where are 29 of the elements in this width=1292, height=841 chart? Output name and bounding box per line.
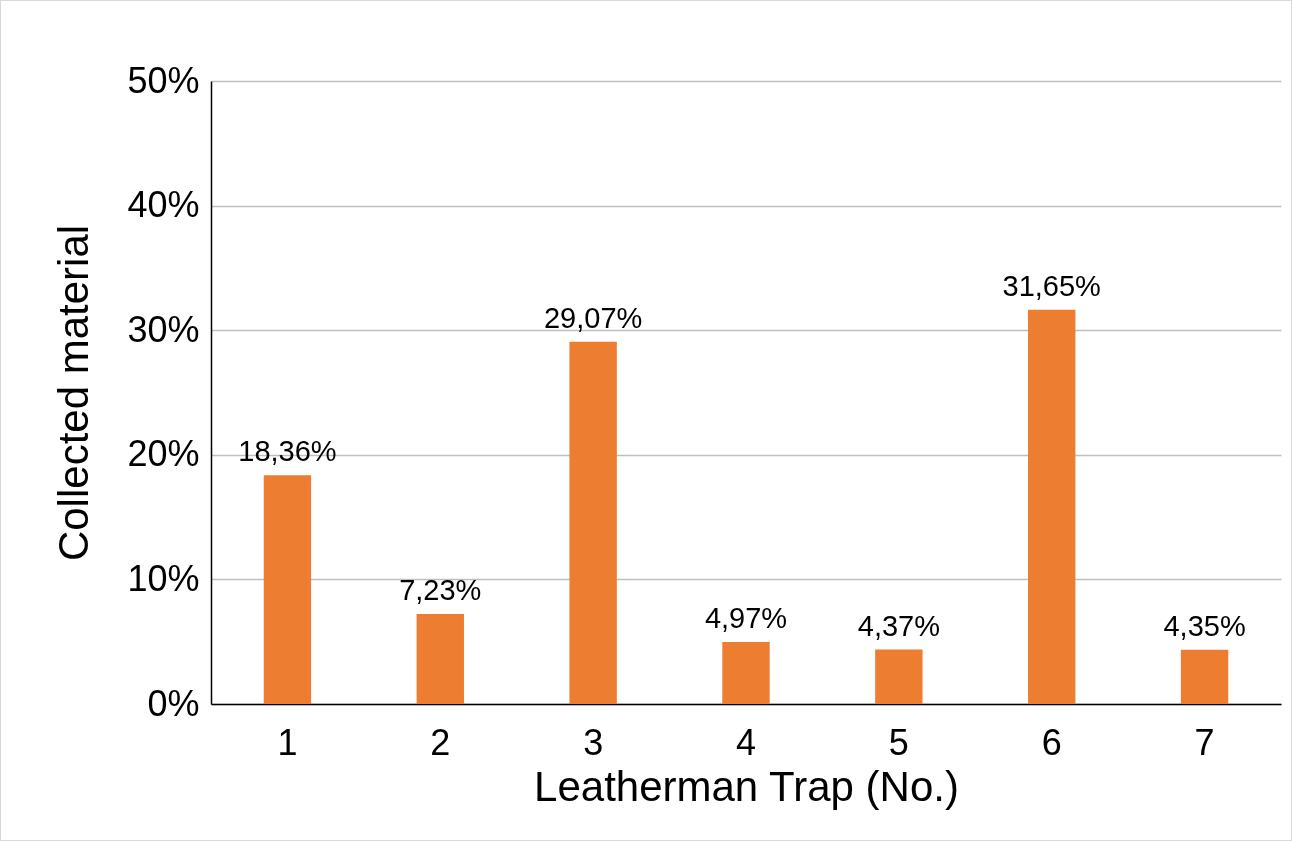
- bar: [1028, 309, 1076, 704]
- data-label: 4,35%: [1163, 609, 1246, 642]
- bar: [263, 475, 312, 704]
- x-tick-label: 7: [1194, 721, 1215, 763]
- data-label: 18,36%: [238, 435, 337, 468]
- x-tick-label: 6: [1041, 721, 1062, 763]
- y-axis-title: Collected material: [50, 224, 98, 562]
- y-tick-label: 50%: [127, 59, 200, 101]
- y-tick-label: 10%: [127, 557, 200, 599]
- data-label: 4,37%: [857, 609, 940, 642]
- x-tick-label: 3: [583, 721, 604, 763]
- x-axis-title: Leatherman Trap (No.): [534, 762, 959, 810]
- x-tick-label: 1: [277, 721, 298, 763]
- data-label: 4,97%: [704, 602, 788, 635]
- data-label: 31,65%: [1002, 269, 1101, 302]
- bar: [1180, 649, 1229, 704]
- x-tick-label: 5: [888, 721, 909, 763]
- x-tick-label: 2: [430, 721, 451, 763]
- y-tick-label: 20%: [127, 433, 200, 475]
- data-label: 29,07%: [543, 301, 643, 334]
- bar: [416, 613, 464, 704]
- y-tick-label: 40%: [127, 184, 200, 226]
- y-tick-label: 30%: [127, 308, 200, 350]
- bar: [722, 642, 770, 704]
- x-tick-label: 4: [735, 721, 757, 763]
- data-label: 7,23%: [399, 573, 482, 606]
- bar: [875, 649, 923, 704]
- y-tick-label: 0%: [147, 682, 200, 724]
- bar: [569, 341, 617, 704]
